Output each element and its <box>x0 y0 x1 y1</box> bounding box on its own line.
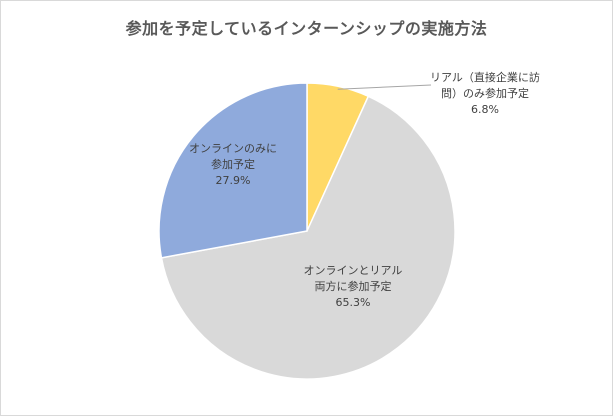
slice-online-only-value-label: 27.9% <box>216 174 251 187</box>
leader-line <box>337 84 432 90</box>
slice-real-only-label: リアル（直接企業に訪 <box>430 70 540 84</box>
slice-online-and-real-label: 両方に参加予定 <box>315 279 392 293</box>
slice-real-only-value-label: 6.8% <box>471 103 499 116</box>
slice-online-only <box>158 82 308 259</box>
slice-online-only-label: オンラインのみに <box>189 142 277 155</box>
slice-online-and-real <box>160 95 456 380</box>
chart-title: 参加を予定しているインターンシップの実施方法 <box>125 19 488 38</box>
slice-real-only-label: 問）のみ参加予定 <box>441 86 529 100</box>
slice-online-only-label: 参加予定 <box>211 157 255 171</box>
pie-slices <box>158 82 456 380</box>
slice-online-and-real-value-label: 65.3% <box>336 296 371 309</box>
slice-online-and-real-label: オンラインとリアル <box>304 264 403 277</box>
